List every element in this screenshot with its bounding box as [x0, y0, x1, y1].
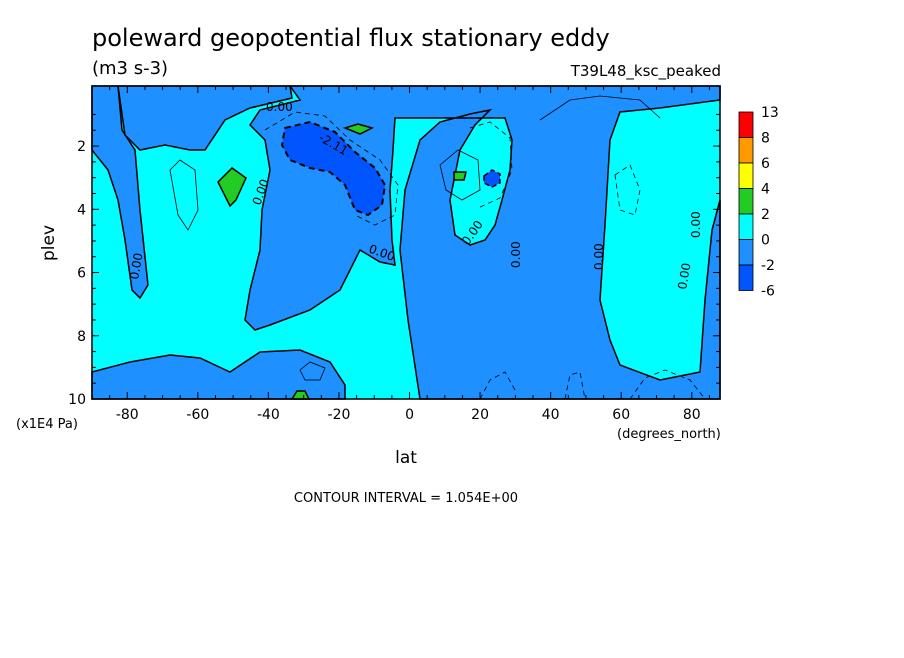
contour-line — [539, 95, 661, 121]
colorbar-swatch — [738, 111, 754, 138]
contour-label: 0.00 — [127, 252, 145, 281]
x-tick-label: 20 — [471, 407, 489, 423]
y-tick-label: 10 — [68, 392, 86, 408]
colorbar-label: 2 — [761, 207, 770, 223]
contour-interval-text: CONTOUR INTERVAL = 1.054E+00 — [294, 491, 518, 506]
strong-negative-blob-south — [280, 120, 387, 217]
y-axis-label: plev — [39, 225, 59, 261]
negative-region-left-edge — [91, 85, 149, 300]
y-tick-label: 6 — [77, 266, 86, 282]
colorbar-swatch — [738, 213, 754, 240]
colorbar-swatch — [738, 137, 754, 164]
chart-units: (m3 s-3) — [92, 58, 168, 79]
contour-label: 0.00 — [266, 100, 293, 114]
positive-patch-upper — [342, 123, 375, 135]
colorbar-label: 13 — [761, 105, 779, 121]
colorbar-label: 4 — [761, 182, 770, 198]
run-label: T39L48_ksc_peaked — [570, 62, 721, 81]
colorbar-swatch — [738, 162, 754, 189]
chart-title: poleward geopotential flux stationary ed… — [92, 24, 610, 52]
plot-frame — [91, 85, 721, 400]
thin-contours — [169, 95, 661, 381]
y-tick-label: 8 — [77, 329, 86, 345]
x-axis-label: lat — [395, 448, 417, 468]
plot-area — [91, 85, 721, 400]
colorbar-swatch — [738, 188, 754, 215]
contour-line — [299, 361, 326, 381]
x-tick-label: -20 — [328, 407, 351, 423]
contour-label: 0.00 — [592, 243, 606, 270]
colorbar-swatch — [738, 239, 754, 266]
colorbar-label: 0 — [761, 233, 770, 249]
colorbar-label: 8 — [761, 131, 770, 147]
x-tick-label: -80 — [116, 407, 139, 423]
contour-line — [169, 159, 199, 231]
colorbar-label: -6 — [761, 284, 775, 300]
x-tick-label: -40 — [257, 407, 280, 423]
colorbar-label: 6 — [761, 156, 770, 172]
positive-patch-south — [217, 167, 247, 208]
contour-label: 0.00 — [509, 241, 523, 268]
x-tick-label: 0 — [405, 407, 414, 423]
contour-label: 0.00 — [689, 211, 703, 238]
x-units-label: (degrees_north) — [617, 427, 721, 442]
x-tick-label: 60 — [612, 407, 630, 423]
x-tick-label: 80 — [683, 407, 701, 423]
negative-region-upper-left — [117, 85, 293, 151]
contour-line — [479, 371, 516, 400]
contour-line — [629, 369, 706, 400]
strong-negative-blob-north — [483, 169, 501, 188]
contour-line — [564, 371, 586, 400]
contour-line — [614, 164, 641, 216]
colorbar: 13 8 6 4 2 0 -2 -6 — [738, 105, 779, 300]
x-tick-label: 40 — [542, 407, 560, 423]
x-axis: -80 -60 -40 -20 0 20 40 60 80 — [109, 86, 710, 423]
contour-line — [439, 149, 481, 201]
colorbar-swatch — [738, 264, 754, 291]
y-tick-label: 2 — [77, 139, 86, 155]
contour-label: 0.00 — [675, 262, 693, 291]
colorbar-label: -2 — [761, 258, 775, 274]
contour-line — [264, 111, 399, 226]
y-axis: 2 4 6 8 10 — [68, 113, 720, 408]
x-tick-label: -60 — [186, 407, 209, 423]
dashed-contours — [264, 111, 706, 400]
y-units-label: (x1E4 Pa) — [16, 417, 78, 432]
positive-patch-north — [453, 171, 467, 181]
y-tick-label: 4 — [77, 202, 86, 218]
